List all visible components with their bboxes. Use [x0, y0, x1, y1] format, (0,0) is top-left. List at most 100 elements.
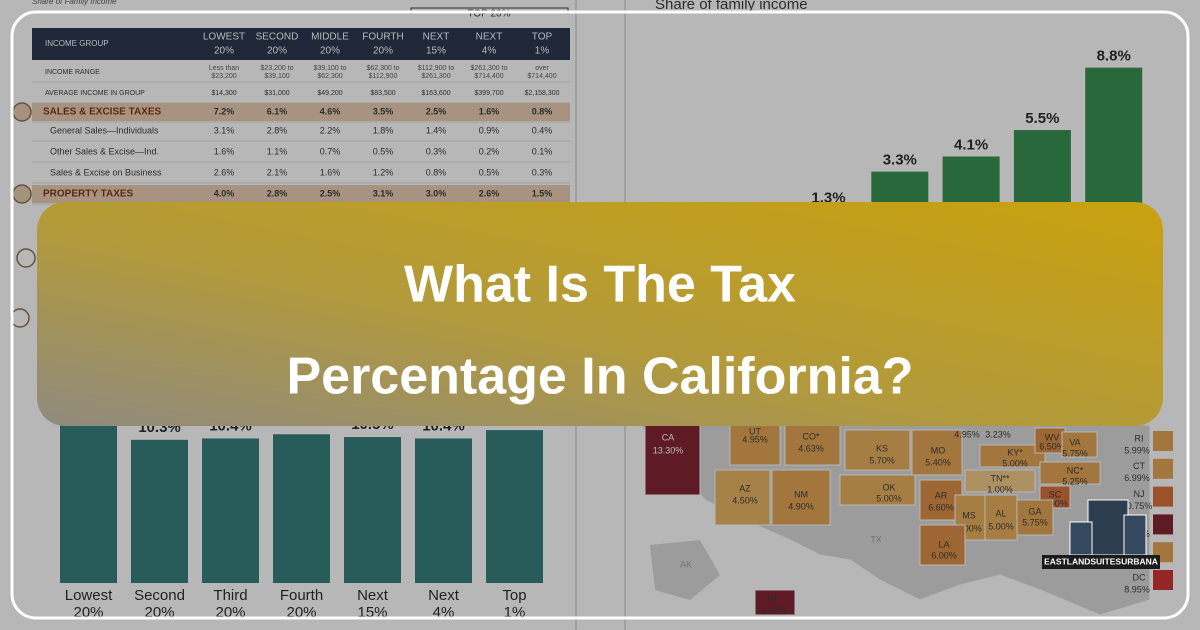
state-code: TX: [870, 534, 882, 544]
legend-rate: 5.99%: [1124, 445, 1150, 455]
chart-title: Share of family income: [655, 0, 808, 13]
state-rate: 5.40%: [925, 457, 951, 467]
state-rate: 5.00%: [1002, 458, 1028, 468]
cell: 1.1%: [267, 146, 288, 156]
state-code: CA: [662, 432, 675, 442]
cell: over: [535, 65, 549, 72]
cell: 0.7%: [320, 146, 341, 156]
legend-swatch: [1153, 514, 1173, 535]
cell: $23,200: [211, 73, 236, 80]
state-code: SC: [1049, 489, 1062, 499]
state: [771, 469, 831, 526]
bar: [202, 438, 259, 583]
cell: $714,400: [527, 73, 556, 80]
cell: $23,200 to: [260, 65, 293, 72]
header-cell: 20%: [267, 46, 287, 57]
state-rate: 5.75%: [1062, 448, 1088, 458]
legend-swatch: [1153, 570, 1173, 590]
category-label: Top: [502, 587, 526, 604]
banner-title: Percentage In California?: [286, 348, 913, 406]
legend-swatch: [1153, 431, 1173, 451]
state-rate: 5.00%: [988, 521, 1014, 531]
state-rate: 1.00%: [987, 484, 1013, 494]
legend-code: CT: [1133, 461, 1145, 471]
cell: 2.6%: [214, 167, 235, 177]
legend-swatch: [1153, 458, 1173, 479]
value-label: 5.5%: [1025, 110, 1059, 127]
header-cell: FOURTH: [362, 32, 403, 43]
cell: 2.5%: [320, 188, 341, 198]
state-rate: 5.00%: [876, 493, 902, 503]
section-row-bg: [32, 103, 570, 121]
header-cell: SECOND: [256, 32, 299, 43]
row-label: General Sales—Individuals: [50, 125, 159, 135]
cell: $112,900: [369, 73, 398, 80]
state: [911, 429, 963, 476]
state-rate: 5.00%: [956, 523, 982, 533]
logo-building: [1069, 521, 1093, 556]
cell: 1.4%: [426, 125, 447, 135]
header-cell: INCOME GROUP: [45, 39, 109, 48]
bar: [131, 439, 188, 583]
legend-rate: 8.95%: [1124, 584, 1150, 594]
cell: Less than: [209, 65, 239, 72]
table-caption: Share of Family Income: [32, 0, 117, 6]
header-cell: 1%: [535, 46, 550, 57]
state-code: OK: [882, 482, 895, 492]
cell: 2.2%: [320, 125, 341, 135]
bracket-label: TOP 20%: [468, 9, 511, 20]
state-rate: 4.90%: [788, 501, 814, 511]
state-code: AK: [680, 559, 692, 569]
state-code: WV: [1045, 432, 1060, 442]
state-rate: 7.00%: [1042, 498, 1068, 508]
state-rate: 5.25%: [1062, 476, 1088, 486]
legend-rate: 6.99%: [1124, 473, 1150, 483]
header-cell: MIDDLE: [311, 32, 349, 43]
state-rate: 5.70%: [869, 455, 895, 465]
cell: 0.5%: [479, 167, 500, 177]
cell: 0.8%: [532, 106, 553, 116]
value-label: 8.8%: [1097, 48, 1131, 65]
legend-code: NJ: [1134, 489, 1145, 499]
cell: $261,300: [421, 73, 450, 80]
header-cell: LOWEST: [203, 32, 245, 43]
state-rate: 13.30%: [653, 445, 684, 455]
state-rate: 5.75%: [1022, 517, 1048, 527]
header-cell: NEXT: [476, 32, 503, 43]
row-label: AVERAGE INCOME IN GROUP: [45, 90, 145, 97]
cell: 4.6%: [320, 106, 341, 116]
header-cell: 4%: [482, 46, 497, 57]
cell: $2,158,300: [524, 90, 559, 97]
state-rate: 4.95%: [742, 434, 768, 444]
section-row-bg: [32, 185, 570, 203]
cell: $714,400: [474, 73, 503, 80]
legend-code: DC: [1133, 572, 1146, 582]
cell: $49,200: [317, 90, 342, 97]
state: [1039, 461, 1101, 485]
row-label: INCOME RANGE: [45, 69, 100, 76]
alaska: [650, 540, 720, 600]
cell: 0.5%: [373, 146, 394, 156]
state-rate: 6.50%: [1039, 441, 1065, 451]
cell: $39,100: [264, 73, 289, 80]
state-code: HI: [768, 593, 777, 603]
cell: 6.1%: [267, 106, 288, 116]
cell: $14,300: [211, 90, 236, 97]
cell: 0.9%: [479, 125, 500, 135]
state-rate: 4.95%: [954, 429, 980, 439]
state: [729, 424, 781, 466]
logo-band: [1042, 555, 1160, 569]
cell: 0.3%: [426, 146, 447, 156]
bar: [415, 438, 472, 583]
row-label: Sales & Excise on Business: [50, 167, 162, 177]
row-label: Other Sales & Excise—Ind.: [50, 146, 159, 156]
cell: $39,100 to: [313, 65, 346, 72]
cell: 1.2%: [373, 167, 394, 177]
state: [844, 429, 911, 471]
state-code: MS: [962, 510, 976, 520]
cell: 2.5%: [426, 106, 447, 116]
state-rate: 3.23%: [985, 429, 1011, 439]
category-label: Next: [428, 587, 460, 604]
state-code: GA: [1028, 506, 1041, 516]
cell: $163,600: [421, 90, 450, 97]
